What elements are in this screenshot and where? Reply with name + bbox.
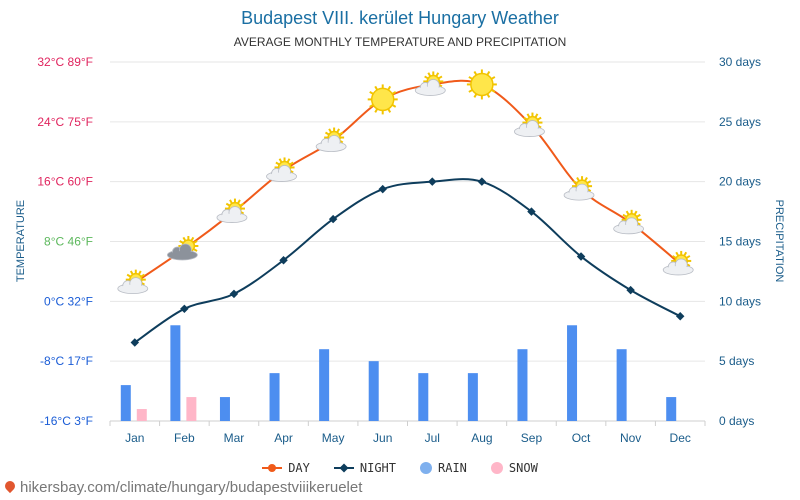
legend-day-label: DAY [288,461,310,475]
sunny-icon [367,84,398,115]
y-tick-label-right: 15 days [719,235,761,249]
x-tick-label: Oct [572,431,591,445]
y-tick-label-left: 0°C 32°F [44,294,93,308]
cloud-fill [566,191,593,200]
x-tick-label: Sep [521,431,543,445]
footer-url: hikersbay.com/climate/hungary/budapestvi… [20,479,363,496]
y-tick-label-right: 20 days [719,175,761,189]
rain-bar [666,397,677,421]
x-tick-label: Feb [174,431,195,445]
legend-rain-label: RAIN [438,461,467,475]
y-axis-label-right: PRECIPITATION [773,200,785,283]
x-tick-label: Aug [471,431,492,445]
partly-sunny-icon [315,127,347,152]
cloud-fill [169,250,196,259]
rain-bar [120,385,131,421]
night-point [428,177,437,186]
location-pin-icon [2,478,18,494]
partly-sunny-icon [117,269,149,295]
legend-night-label: NIGHT [359,461,396,475]
night-point [675,312,685,321]
partly-sunny-icon [613,209,645,235]
rain-bar [170,325,181,421]
night-point [279,255,288,265]
night-point [229,289,239,299]
rain-bar [616,349,627,421]
snow-bar [186,397,197,421]
cloud-fill [218,213,245,222]
y-tick-label-left: 16°C 60°F [37,175,93,189]
partly-sunny-icon [514,112,545,137]
cloud-fill [268,172,295,181]
x-tick-label: May [322,431,345,445]
x-tick-label: Jun [373,431,392,445]
y-tick-label-right: 5 days [719,354,754,368]
rain-bar [368,361,379,421]
cloud-fill [665,265,692,274]
legend: DAY NIGHT RAIN SNOW [0,461,800,475]
partly-sunny-icon [563,176,595,201]
x-tick-label: Dec [670,431,691,445]
cloud-fill [516,127,543,136]
night-point [180,304,189,314]
legend-snow-label: SNOW [508,461,538,475]
x-tick-label: Jan [125,431,144,445]
x-tick-label: Mar [224,431,245,445]
chart-title: Budapest VIII. kerület Hungary Weather [241,8,559,28]
y-tick-label-left: 8°C 46°F [44,235,93,249]
y-tick-label-right: 25 days [719,115,761,129]
sun-disc [470,72,494,97]
rain-bar [517,349,528,421]
night-point [378,184,387,194]
sun-disc [370,87,395,112]
partly-sunny-icon [662,250,694,276]
legend-item-rain[interactable]: RAIN [420,461,467,475]
rain-bar [467,373,478,421]
rain-bar [269,373,280,421]
cloudy-rain-icon [166,235,199,261]
legend-item-day[interactable]: DAY [262,461,310,475]
x-tick-label: Jul [425,431,440,445]
night-point [477,177,487,186]
snow-bar [136,409,147,421]
cloud-fill [318,142,345,151]
rain-bar [319,349,330,421]
cloud-fill [615,224,642,233]
partly-sunny-icon [216,198,248,223]
day-line-icon [262,462,283,474]
footer-link[interactable]: hikersbay.com/climate/hungary/budapestvi… [2,478,363,496]
rain-bar [418,373,429,421]
x-tick-label: Apr [274,431,293,445]
rain-bar [219,397,230,421]
y-tick-label-right: 30 days [719,55,761,69]
y-tick-label-left: 32°C 89°F [37,55,93,69]
rain-bar [567,325,578,421]
legend-item-snow[interactable]: SNOW [490,461,538,475]
cloud-fill [119,284,146,293]
night-line-icon [333,462,354,474]
y-tick-label-left: -16°C 3°F [40,414,93,428]
y-tick-label-right: 0 days [719,414,754,428]
legend-item-night[interactable]: NIGHT [333,461,396,475]
rain-dot-icon [420,462,432,474]
sunny-icon [466,69,497,100]
snow-dot-icon [490,462,503,474]
night-point [328,214,338,224]
chart-subtitle: AVERAGE MONTHLY TEMPERATURE AND PRECIPIT… [234,35,567,49]
night-point [626,285,635,295]
y-tick-label-right: 10 days [719,294,761,308]
cloud-fill [417,86,444,95]
night-point [130,338,140,347]
x-tick-label: Nov [620,431,641,445]
partly-sunny-icon [266,157,297,182]
y-tick-label-left: 24°C 75°F [37,115,93,129]
y-axis-label-left: TEMPERATURE [15,200,27,282]
partly-sunny-icon [414,71,446,96]
y-tick-label-left: -8°C 17°F [40,354,93,368]
